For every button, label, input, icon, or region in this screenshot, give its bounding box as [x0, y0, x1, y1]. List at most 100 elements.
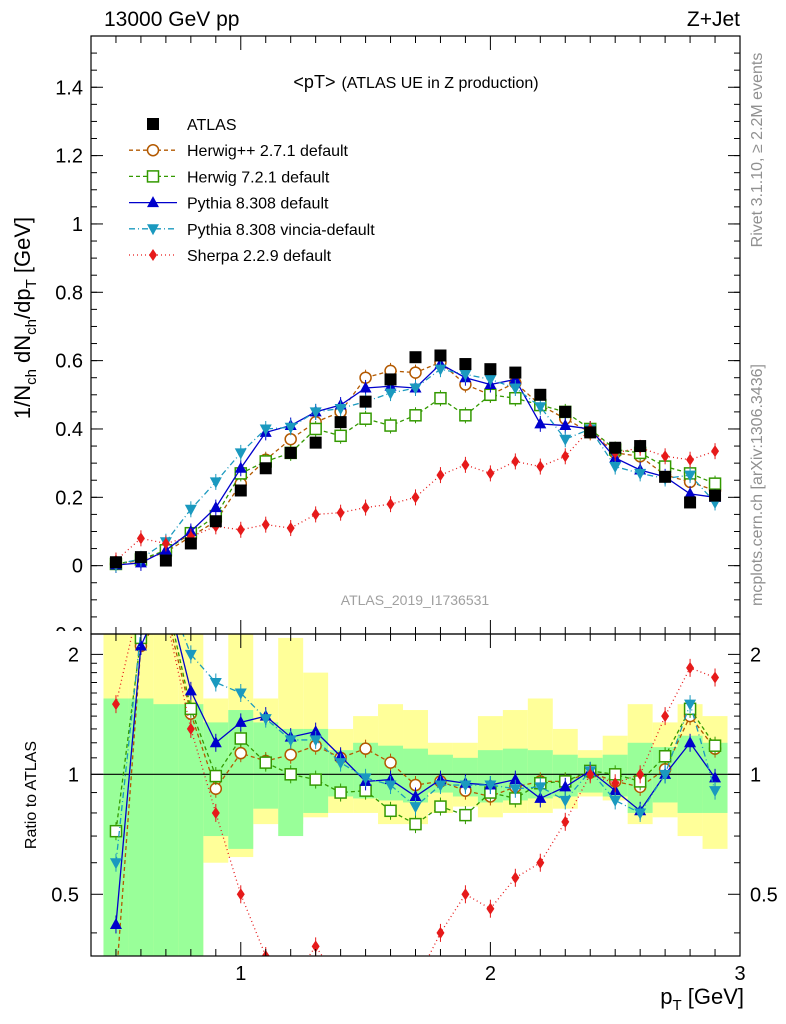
ratio-point: [362, 977, 370, 989]
data-point: [409, 351, 422, 364]
data-point: [184, 504, 197, 516]
data-point: [711, 445, 720, 458]
data-point: [311, 508, 320, 521]
ratio-point: [309, 725, 322, 737]
ratio-series-pythia-8-308-vincia-default: [109, 634, 722, 872]
ratio-point: [109, 858, 122, 870]
data-point: [259, 424, 272, 436]
main-title-sub: (ATLAS UE in Z production): [341, 75, 538, 92]
ratio-point: [384, 804, 397, 818]
side-label-top: Rivet 3.1.10, ≥ 2.2M events: [749, 53, 766, 248]
main-title: <pT> (ATLAS UE in Z production): [293, 72, 538, 92]
data-point: [384, 373, 397, 386]
ratio-point: [259, 756, 272, 769]
legend: ATLAS Herwig++ 2.7.1 default Herwig 7.2.1 …: [129, 117, 375, 265]
data-point: [708, 477, 722, 490]
data-point: [459, 409, 472, 422]
data-point: [411, 491, 420, 504]
main-y-axis-label: 1/Nch dNch/dpT [GeV]: [10, 217, 40, 419]
ratio-point: [109, 917, 122, 929]
ratio-point: [684, 699, 697, 711]
data-point: [309, 422, 322, 436]
data-point: [136, 532, 145, 545]
legend-entry: Pythia 8.308 vincia-default: [129, 222, 375, 239]
ratio-point: [611, 777, 620, 790]
ratio-point: [134, 639, 147, 651]
data-point: [259, 462, 272, 475]
ratio-point: [160, 584, 172, 595]
ratio-point: [284, 748, 297, 761]
series-atlas: [109, 349, 722, 569]
ratio-point: [636, 768, 645, 781]
ratio-point: [160, 591, 171, 602]
data-point: [634, 440, 647, 453]
legend-entry: Herwig 7.2.1 default: [129, 169, 330, 186]
data-point: [284, 422, 297, 434]
ratio-point: [110, 977, 121, 988]
data-point: [361, 501, 370, 514]
data-point: [661, 450, 670, 463]
series-herwig-7-2-1-default: [109, 386, 722, 572]
legend-label: Herwig++ 2.7.1 default: [187, 143, 349, 160]
ratio-point: [459, 808, 472, 822]
series-line: [115, 368, 716, 566]
legend-label: Pythia 8.308 vincia-default: [187, 222, 375, 239]
data-point: [359, 381, 372, 393]
ratio-series-sherpa-2-2-9-default: [111, 590, 720, 989]
data-point: [309, 436, 322, 449]
data-point: [511, 455, 520, 468]
legend-entry: Herwig++ 2.7.1 default: [129, 143, 349, 160]
ratio-point: [609, 795, 622, 807]
ratio-point: [284, 735, 297, 747]
ratio-point: [534, 782, 547, 794]
data-point: [336, 506, 345, 519]
x-tick-label: 3: [734, 963, 745, 985]
ratio-point: [586, 768, 595, 781]
ratio-point: [709, 786, 722, 798]
legend-label: Pythia 8.308 default: [187, 196, 329, 213]
x-tick-label: 1: [235, 963, 246, 985]
data-point: [209, 501, 222, 513]
ratio-point: [111, 698, 120, 711]
ratio-point: [658, 750, 672, 763]
data-point: [409, 409, 422, 422]
ratio-point: [559, 795, 572, 807]
ratio-point: [211, 806, 220, 819]
ratio-point: [234, 688, 247, 700]
ratio-point: [359, 742, 372, 755]
ratio-point: [184, 684, 197, 696]
ratio-point: [234, 732, 248, 745]
data-point: [284, 446, 297, 459]
main-y-tick-label: 1.2: [55, 146, 83, 168]
data-point: [534, 417, 547, 429]
ratio-point: [459, 780, 472, 792]
ratio-point: [711, 671, 720, 684]
data-point: [584, 426, 597, 439]
ratio-y-tick-label: 1: [68, 764, 79, 786]
series-pythia-8-308-vincia-default: [109, 361, 722, 573]
ratio-point: [409, 802, 422, 814]
data-point: [434, 364, 447, 376]
data-point: [536, 460, 545, 473]
data-point: [161, 537, 170, 550]
watermark: ATLAS_2019_I1736531: [341, 592, 490, 608]
data-point: [134, 551, 147, 564]
data-point: [634, 468, 647, 480]
data-point: [559, 434, 572, 446]
ratio-point: [334, 786, 347, 799]
ratio-point: [559, 780, 572, 792]
ratio-y-tick-label: 0.5: [51, 884, 79, 906]
data-point: [609, 441, 622, 454]
ratio-point: [287, 977, 295, 989]
ratio-point: [137, 590, 145, 602]
main-y-tick-label: 0.6: [55, 351, 83, 373]
data-point: [334, 416, 347, 429]
ratio-point: [186, 722, 195, 735]
legend-marker: [146, 170, 160, 183]
ratio-point: [536, 856, 545, 869]
ratio-point: [486, 902, 495, 915]
data-point: [209, 515, 222, 528]
data-point: [184, 537, 197, 550]
main-y-tick-label: 0.2: [55, 487, 83, 509]
ratio-point: [561, 815, 570, 828]
